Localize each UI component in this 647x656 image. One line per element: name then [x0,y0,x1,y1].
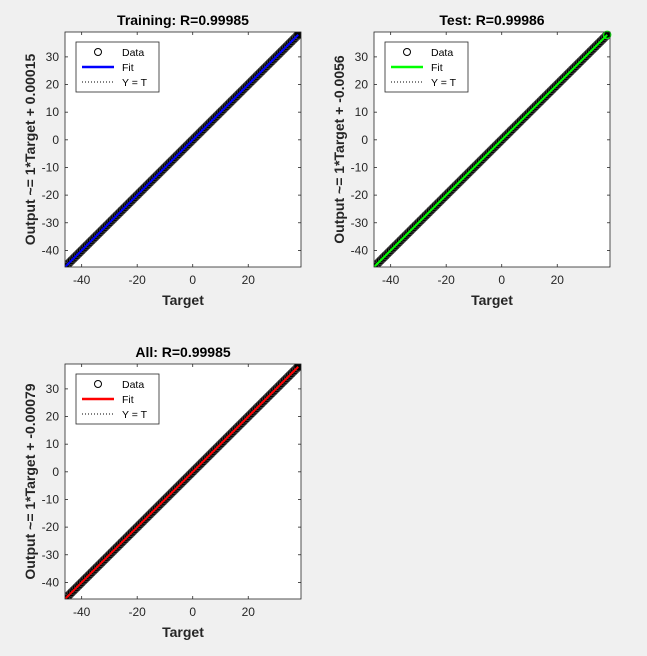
legend-entry: Data [431,47,453,59]
x-tick-label: 0 [189,605,196,619]
fit-line [65,366,299,599]
subplot-3: -40 -20 0 20 -40 -30 -20 -10 0 10 20 30 All: R=0.999… [22,344,302,640]
y-axis-label: Output ~= 1*Target + 0.00015 [22,54,38,246]
x-tick-label: -20 [438,273,456,287]
legend: Data Fit Y = T [75,41,160,93]
y-tick-label: -10 [351,160,369,174]
axes-box [64,31,302,268]
y-tick-label: -40 [42,575,60,589]
subplot-1: -40 -20 0 20 -40 -30 -20 -10 0 10 20 30 Training: R=… [22,12,302,308]
highlight-point [603,30,612,39]
legend-entry: Y = T [122,409,148,421]
chart-title: All: R=0.99985 [135,344,231,360]
legend-box [75,373,160,425]
y-tick-label: 0 [52,465,59,479]
x-axis-label: Target [162,292,204,308]
y-tick-label: -10 [42,160,60,174]
y-tick-label: 10 [46,105,60,119]
x-tick-label: -40 [73,605,91,619]
chart-title: Training: R=0.99985 [117,12,249,28]
y-tick-label: -20 [42,188,60,202]
y-tick-label: 20 [46,410,60,424]
x-tick-label: 0 [189,273,196,287]
legend: Data Fit Y = T [75,373,160,425]
y-tick-label: -10 [42,492,60,506]
x-tick-label: 20 [551,273,565,287]
x-tick-label: -40 [382,273,400,287]
y-tick-label: 10 [46,437,60,451]
x-axis-label: Target [471,292,513,308]
legend-entry: Data [122,379,144,391]
x-tick-label: 0 [498,273,505,287]
x-tick-label: -20 [129,605,147,619]
data-layer [65,364,301,599]
y-tick-label: 20 [355,78,369,92]
y-tick-label: -20 [351,188,369,202]
y-axis-label: Output ~= 1*Target + -0.00079 [22,383,38,579]
legend: Data Fit Y = T [384,41,469,93]
x-tick-label: -40 [73,273,91,287]
y-tick-label: 30 [355,50,369,64]
y-tick-label: -20 [42,520,60,534]
y-tick-label: -30 [351,216,369,230]
legend-data-marker [403,48,411,56]
subplot-2: -40 -20 0 20 -40 -30 -20 -10 0 10 20 30 Test: R=0.99… [331,12,612,308]
fit-line [65,34,299,267]
x-tick-label: -20 [129,273,147,287]
y-axis-label: Output ~= 1*Target + -0.0056 [331,55,347,244]
legend-entry: Y = T [431,77,457,89]
fit-line [374,34,608,267]
y-tick-label: -40 [351,243,369,257]
legend-entry: Fit [431,62,443,74]
y-tick-label: 0 [52,133,59,147]
legend-data-marker [94,48,102,56]
legend-entry: Data [122,47,144,59]
y-tick-label: 0 [361,133,368,147]
legend-entry: Fit [122,394,134,406]
data-layer [374,32,610,267]
legend-data-marker [94,380,102,388]
axes-box [373,31,611,268]
y-tick-label: 30 [46,50,60,64]
y-tick-label: -30 [42,216,60,230]
legend-entry: Fit [122,62,134,74]
y-tick-label: 30 [46,382,60,396]
chart-title: Test: R=0.99986 [439,12,544,28]
y-tick-label: 20 [46,78,60,92]
data-layer [65,32,301,267]
x-tick-label: 20 [242,273,256,287]
legend-entry: Y = T [122,77,148,89]
x-tick-label: 20 [242,605,256,619]
axes-box [64,363,302,600]
x-axis-label: Target [162,624,204,640]
y-tick-label: 10 [355,105,369,119]
y-tick-label: -30 [42,548,60,562]
y-tick-label: -40 [42,243,60,257]
